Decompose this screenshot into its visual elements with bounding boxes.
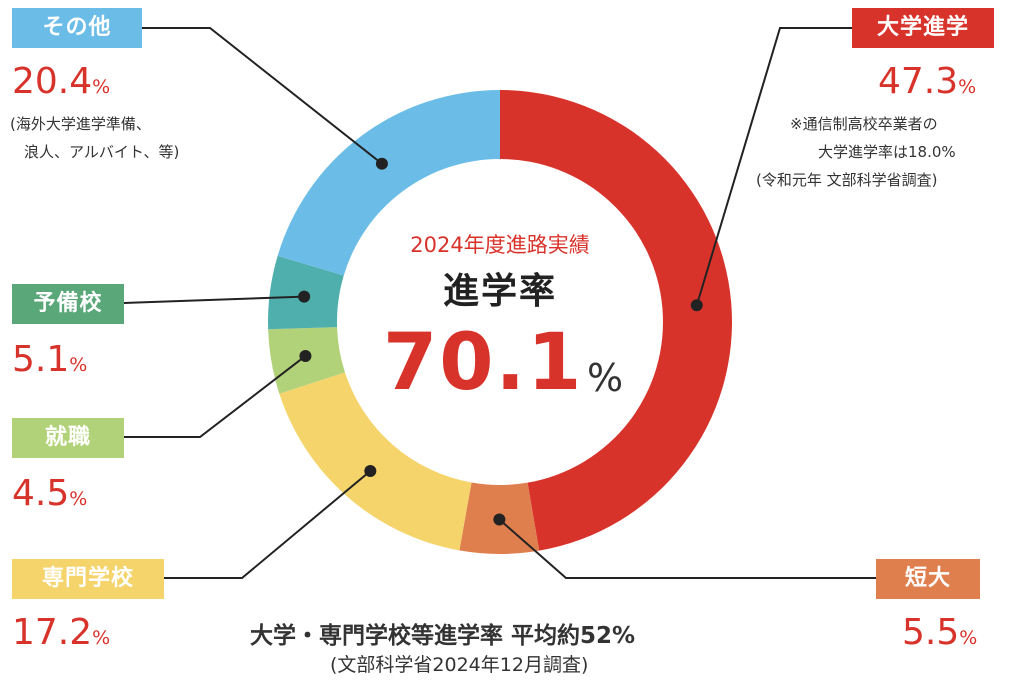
leader-dot-daigaku: [690, 299, 703, 312]
leader-sonota: [142, 27, 383, 165]
slice-label-senmon: 専門学校: [12, 559, 164, 599]
leader-dot-senmon: [364, 464, 377, 477]
footer-average: 大学・専門学校等進学率 平均約52%: [250, 623, 636, 649]
center-value: 70.1: [383, 318, 584, 408]
footer-source: (文部科学省2024年12月調査): [330, 654, 589, 676]
leader-yobiko: [123, 295, 305, 304]
slice-value-yobiko: 5.1%: [12, 339, 88, 380]
leader-shushoku: [124, 355, 307, 438]
note-sonota-1: (海外大学進学準備、: [10, 115, 151, 133]
slice-value-sonota: 20.4%: [12, 61, 111, 102]
slice-value-daigaku: 47.3%: [878, 61, 977, 102]
chart-title: 2024年度進路実績: [410, 233, 590, 257]
slice-label-sonota: その他: [12, 8, 142, 48]
slice-label-daigaku: 大学進学: [852, 8, 994, 48]
slice-label-yobiko: 予備校: [12, 284, 124, 324]
leader-tandai: [498, 518, 876, 579]
slice-sonota: [277, 89, 500, 276]
slice-value-senmon: 17.2%: [12, 612, 111, 653]
slice-value-tandai: 5.5%: [902, 612, 978, 653]
leader-dot-tandai: [493, 513, 506, 526]
slice-senmon: [279, 372, 472, 551]
slice-value-shushoku: 4.5%: [12, 473, 88, 514]
center-label: 進学率: [442, 271, 557, 312]
center-unit: %: [587, 356, 624, 400]
leader-senmon: [164, 470, 371, 579]
slice-label-tandai: 短大: [876, 559, 980, 599]
leader-lines: [123, 27, 876, 579]
note-daigaku-1: ※通信制高校卒業者の: [790, 115, 938, 133]
note-sonota-2: 浪人、アルバイト、等): [24, 143, 180, 161]
slice-daigaku: [500, 90, 733, 551]
note-daigaku-3: (令和元年 文部科学省調査): [756, 171, 938, 189]
note-daigaku-2: 大学進学率は18.0%: [818, 143, 956, 161]
leader-dot-yobiko: [298, 290, 311, 303]
leader-dot-sonota: [375, 157, 388, 170]
leader-daigaku: [695, 27, 852, 306]
slice-label-shushoku: 就職: [12, 418, 124, 458]
leader-dot-shushoku: [299, 349, 312, 362]
